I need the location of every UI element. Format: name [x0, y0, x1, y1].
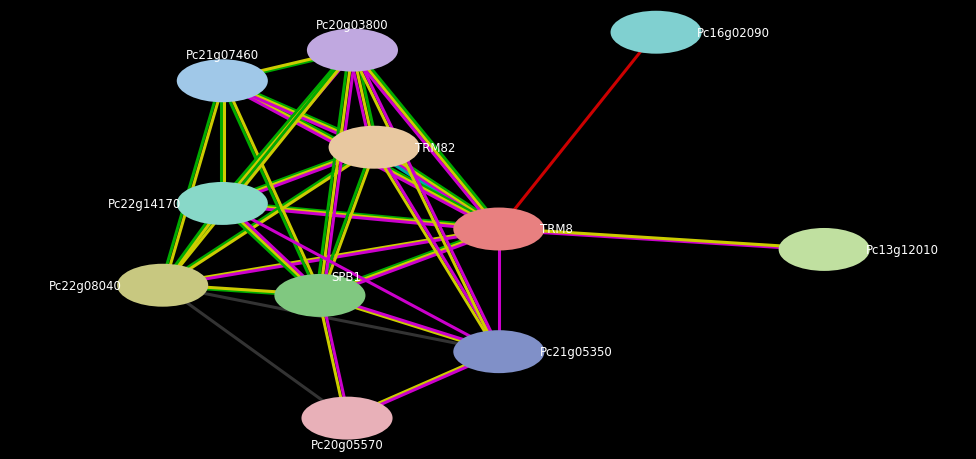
Text: Pc16g02090: Pc16g02090	[697, 27, 770, 39]
Text: Pc13g12010: Pc13g12010	[866, 243, 938, 257]
Text: TRM8: TRM8	[540, 223, 573, 236]
Circle shape	[453, 330, 545, 373]
Circle shape	[779, 229, 870, 271]
Text: Pc20g05570: Pc20g05570	[310, 437, 384, 451]
Circle shape	[306, 29, 398, 73]
Circle shape	[329, 127, 420, 169]
Text: Pc22g08040: Pc22g08040	[49, 279, 121, 292]
Text: Pc20g03800: Pc20g03800	[316, 19, 388, 32]
Circle shape	[453, 208, 545, 251]
Text: Pc21g07460: Pc21g07460	[185, 49, 259, 62]
Circle shape	[177, 183, 267, 225]
Text: SPB1: SPB1	[331, 270, 361, 283]
Circle shape	[611, 12, 702, 55]
Text: Pc21g05350: Pc21g05350	[540, 346, 613, 358]
Circle shape	[274, 274, 365, 317]
Circle shape	[117, 264, 208, 307]
Circle shape	[177, 60, 267, 103]
Text: TRM82: TRM82	[416, 141, 456, 154]
Text: Pc22g14170: Pc22g14170	[108, 197, 182, 211]
Circle shape	[302, 397, 392, 440]
